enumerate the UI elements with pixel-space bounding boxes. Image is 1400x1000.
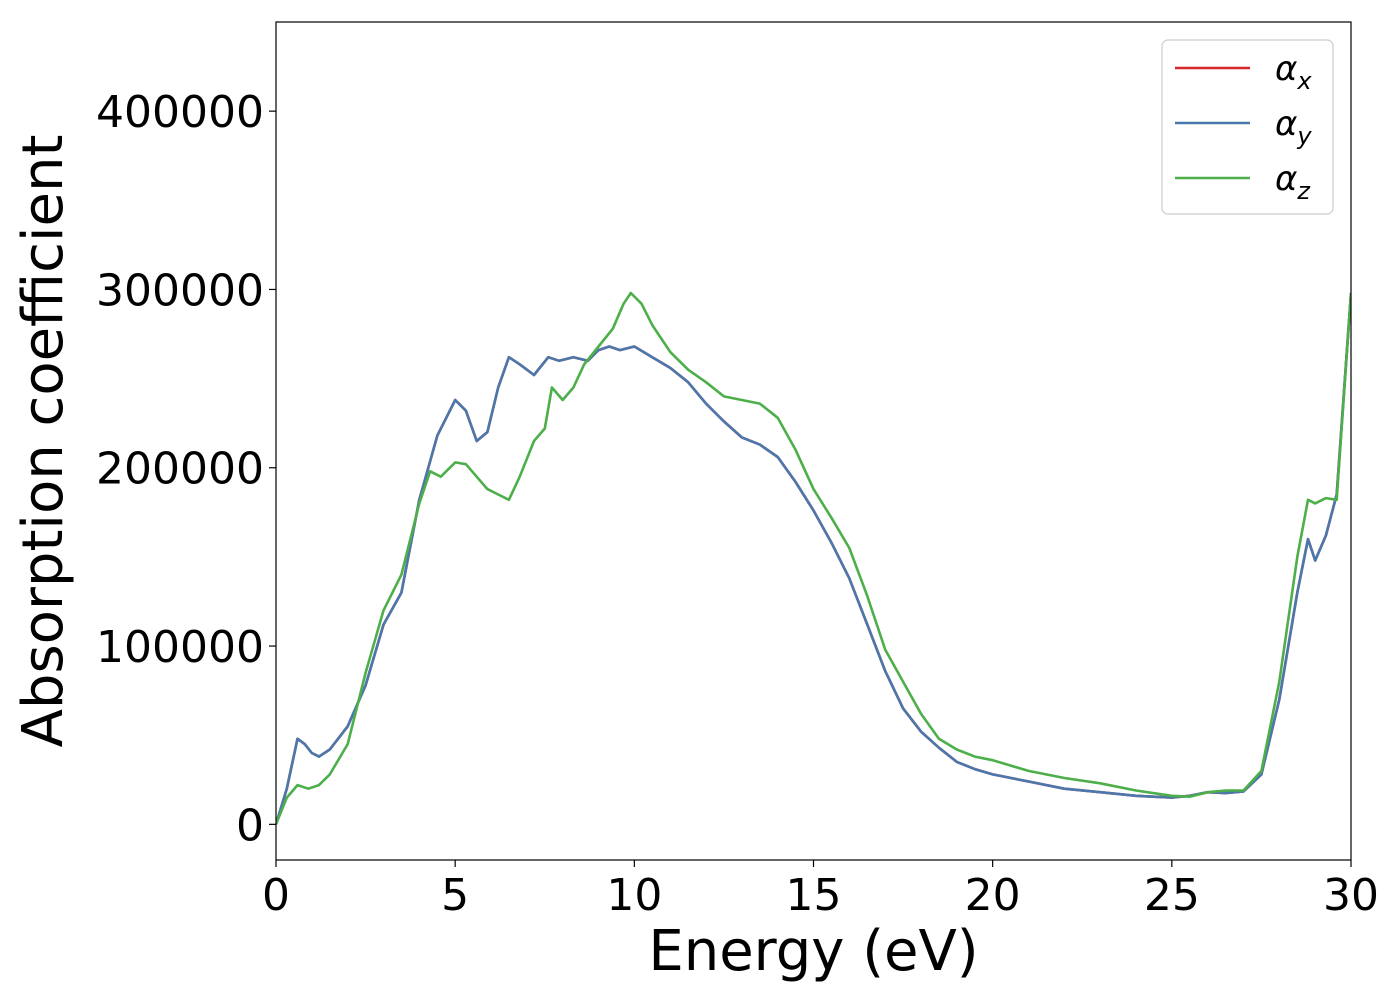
legend-label-alpha-y: αy (1275, 104, 1312, 150)
legend-box (1161, 39, 1334, 215)
x-tick-label: 20 (965, 870, 1021, 921)
y-tick-label: 100000 (96, 622, 264, 673)
series-layer (276, 291, 1351, 825)
x-axis-title: Energy (eV) (648, 919, 978, 984)
x-tick-label: 15 (786, 870, 842, 921)
x-tick-label: 25 (1144, 870, 1200, 921)
y-axis: 0 100000 200000 300000 400000 (96, 87, 276, 851)
legend-label-alpha-x: αx (1275, 49, 1312, 95)
legend-label-alpha-z: αz (1275, 159, 1311, 205)
x-tick-label: 0 (262, 870, 290, 921)
x-axis: 0 5 10 15 20 25 30 (262, 860, 1379, 921)
x-tick-label: 5 (441, 870, 469, 921)
series-line-alpha-x (276, 292, 1351, 825)
x-tick-label: 10 (606, 870, 662, 921)
y-tick-label: 400000 (96, 87, 264, 138)
y-tick-label: 200000 (96, 444, 264, 495)
legend: αx αy αz (1161, 39, 1334, 215)
x-tick-label: 30 (1323, 870, 1379, 921)
series-line-alpha-z (276, 291, 1351, 825)
y-tick-label: 0 (236, 800, 264, 851)
y-axis-title: Absorption coefficient (11, 135, 76, 748)
y-tick-label: 300000 (96, 265, 264, 316)
series-line-alpha-y (276, 292, 1351, 825)
